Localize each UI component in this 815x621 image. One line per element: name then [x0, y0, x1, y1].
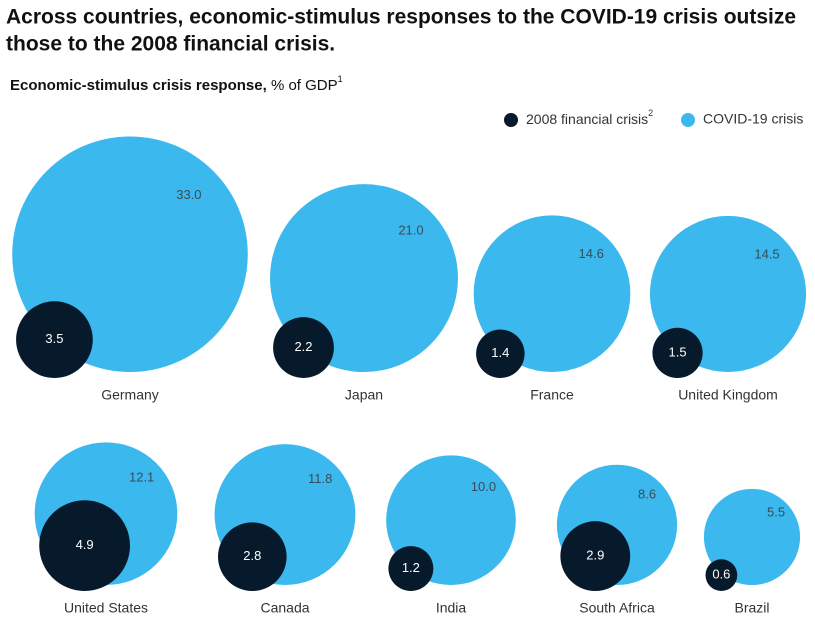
value-label: 1.5	[669, 344, 687, 359]
crisis2008-bubble	[218, 522, 287, 592]
subtitle-unit: % of GDP	[271, 77, 338, 94]
value-label: 33.0	[176, 187, 201, 202]
chart-title: those to the 2008 financial crisis.	[6, 33, 335, 56]
footnote-mark: 2	[648, 108, 653, 118]
subtitle: Economic-stimulus crisis response, % of …	[10, 74, 343, 94]
category-label: Brazil	[734, 600, 769, 616]
value-label: 3.5	[45, 331, 63, 346]
crisis2008-bubble	[560, 521, 631, 592]
value-label: 4.9	[76, 537, 94, 552]
value-label: 14.6	[579, 246, 604, 261]
value-label: 5.5	[767, 504, 785, 519]
value-label: 11.8	[308, 471, 332, 486]
legend-label: COVID-19 crisis	[703, 111, 803, 127]
crisis2008-bubble	[273, 317, 334, 379]
covid-bubble	[473, 215, 631, 372]
category-label: India	[436, 600, 467, 616]
value-label: 10.0	[471, 479, 496, 494]
crisis2008-bubble	[39, 500, 130, 591]
value-label: 14.5	[754, 246, 779, 261]
legend-text: 2008 financial crisis	[526, 111, 648, 127]
legend: 2008 financial crisis2 COVID-19 crisis	[504, 108, 803, 127]
category-label: France	[530, 387, 574, 403]
value-label: 2.2	[294, 339, 312, 354]
value-label: 12.1	[129, 469, 154, 484]
value-label: 1.2	[402, 560, 420, 575]
crisis2008-bubble	[476, 329, 525, 378]
crisis2008-bubble	[388, 546, 434, 592]
legend-label: 2008 financial crisis2	[526, 108, 653, 126]
crisis2008-bubble	[16, 301, 93, 378]
value-label: 0.6	[712, 567, 730, 582]
category-label: Japan	[345, 387, 383, 403]
chart-title: Across countries, economic-stimulus resp…	[6, 6, 796, 29]
category-label: United States	[64, 600, 148, 616]
value-label: 2.8	[243, 548, 261, 563]
legend-swatch	[681, 113, 695, 127]
footnote-mark: 1	[338, 74, 343, 84]
crisis2008-bubble	[652, 327, 703, 378]
legend-swatch	[504, 113, 518, 127]
category-label: Canada	[260, 600, 309, 616]
category-label: South Africa	[579, 600, 655, 616]
value-label: 2.9	[586, 548, 604, 563]
subtitle-bold: Economic-stimulus crisis response,	[10, 77, 267, 94]
value-label: 1.4	[491, 345, 509, 360]
value-label: 21.0	[398, 223, 423, 238]
category-label: United Kingdom	[678, 387, 778, 403]
value-label: 8.6	[638, 486, 656, 501]
crisis2008-bubble	[705, 559, 738, 592]
category-label: Germany	[101, 387, 159, 403]
